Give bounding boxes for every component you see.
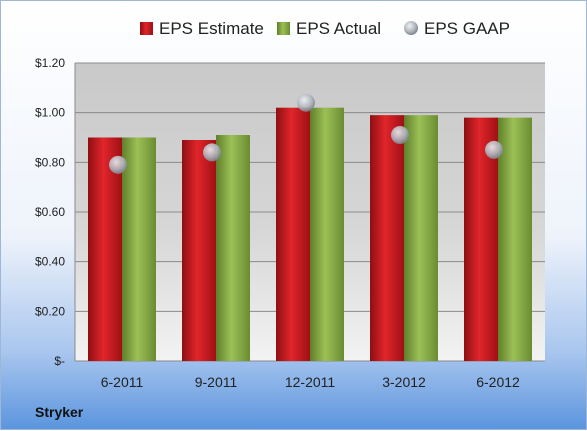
y-tick-label: $0.40 — [35, 255, 65, 269]
bar-eps-estimate — [276, 107, 310, 361]
legend-swatch-eps-estimate — [140, 22, 153, 35]
y-axis: $- $0.20 $0.40 $0.60 $0.80 $1.00 $1.20 — [35, 56, 76, 368]
y-tick-label: $0.20 — [35, 304, 65, 318]
legend-label-eps-gaap: EPS GAAP — [424, 19, 510, 38]
x-tick-label: 6-2012 — [476, 374, 520, 390]
bar-eps-actual — [216, 135, 250, 361]
legend-label-eps-actual: EPS Actual — [296, 19, 381, 38]
marker-eps-gaap — [391, 126, 409, 145]
y-tick-label: $0.80 — [35, 155, 65, 169]
marker-eps-gaap — [485, 140, 503, 159]
y-tick-label: $0.60 — [35, 205, 65, 219]
x-tick-label: 3-2012 — [382, 374, 426, 390]
legend-swatch-eps-actual — [277, 22, 290, 35]
bar-eps-estimate — [182, 139, 216, 361]
bar-eps-actual — [122, 137, 156, 361]
x-tick-label: 6-2011 — [101, 374, 144, 390]
marker-eps-gaap — [203, 143, 221, 162]
y-tick-label: $1.20 — [35, 56, 65, 70]
marker-eps-gaap — [109, 155, 127, 174]
bar-eps-estimate — [370, 115, 404, 362]
marker-eps-gaap — [297, 93, 315, 112]
x-tick-label: 9-2011 — [195, 374, 238, 390]
gaap-markers — [109, 93, 503, 174]
legend-swatch-eps-gaap — [404, 21, 418, 35]
bar-eps-actual — [310, 107, 344, 361]
legend: EPS Estimate EPS Actual EPS GAAP — [140, 19, 510, 38]
y-tick-label: $- — [54, 354, 65, 368]
bar-eps-estimate — [88, 137, 122, 361]
bars — [88, 107, 532, 362]
x-tick-label: 12-2011 — [285, 374, 336, 390]
y-tick-label: $1.00 — [35, 106, 65, 120]
bar-eps-actual — [498, 117, 532, 361]
legend-label-eps-estimate: EPS Estimate — [159, 19, 264, 38]
company-name: Stryker — [35, 404, 84, 420]
x-axis: 6-2011 9-2011 12-2011 3-2012 6-2012 — [101, 374, 520, 390]
bar-eps-actual — [404, 115, 438, 362]
